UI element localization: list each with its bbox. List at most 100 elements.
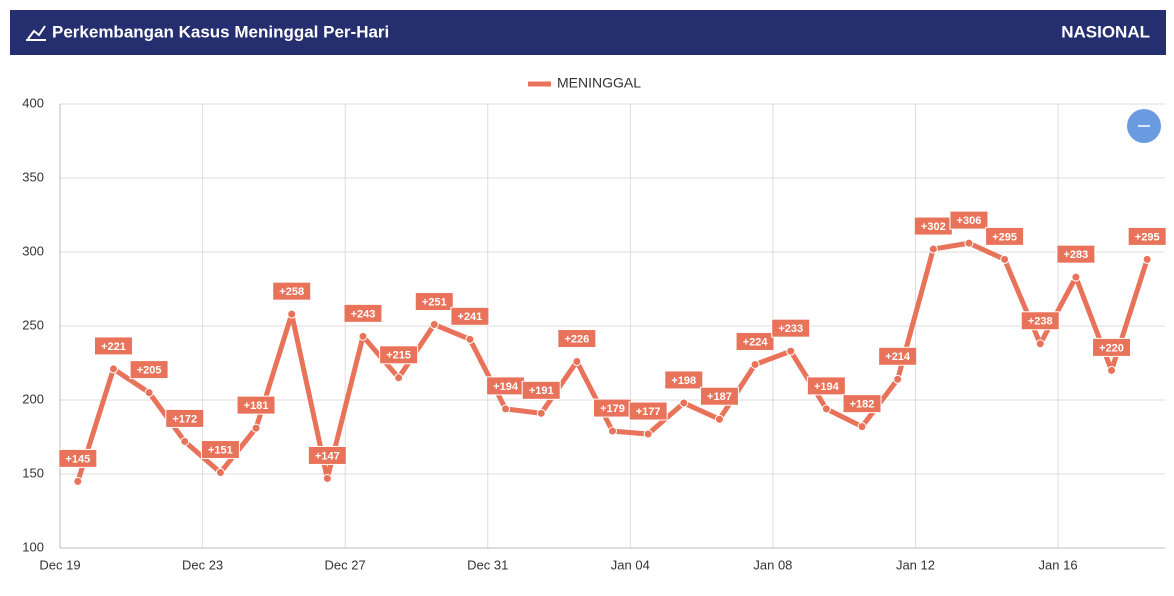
value-label: +224: [743, 336, 769, 348]
x-tick-label: Dec 31: [467, 557, 508, 572]
value-label: +221: [101, 341, 126, 353]
value-label: +205: [137, 365, 162, 377]
y-tick-label: 250: [22, 317, 44, 332]
point: [608, 426, 617, 436]
value-label-box: [628, 401, 668, 421]
value-label: +258: [279, 286, 304, 298]
point: [643, 429, 653, 439]
value-label-box: [806, 376, 846, 396]
value-label: +295: [992, 231, 1017, 243]
value-label-box: [949, 210, 989, 230]
value-label: +177: [636, 406, 661, 418]
value-label: +226: [564, 333, 589, 345]
x-tick-label: Dec 27: [325, 557, 366, 572]
value-label: +187: [707, 391, 732, 403]
point: [964, 238, 974, 248]
x-tick-label: Dec 19: [39, 557, 80, 572]
point: [857, 422, 867, 432]
x-tick-label: Jan 16: [1039, 557, 1078, 572]
point: [73, 476, 83, 486]
value-label-box: [735, 331, 775, 351]
value-label: +194: [493, 381, 519, 393]
point: [786, 346, 796, 356]
value-label-box: [129, 360, 169, 380]
point: [144, 388, 154, 398]
value-label-box: [1020, 311, 1060, 331]
value-label: +181: [244, 400, 269, 412]
point: [928, 244, 938, 254]
value-label: +145: [65, 453, 90, 465]
value-label: +194: [814, 381, 840, 393]
value-label-box: [165, 408, 205, 428]
point: [1035, 339, 1045, 349]
header-title: Perkembangan Kasus Meninggal Per-Hari: [52, 22, 389, 41]
point: [1000, 254, 1010, 264]
value-label-box: [272, 281, 312, 301]
value-label: +179: [600, 403, 625, 415]
point: [465, 334, 475, 344]
legend-label: MENINGGAL: [557, 75, 641, 91]
y-tick-label: 400: [22, 95, 44, 110]
point: [501, 404, 511, 414]
point: [893, 374, 903, 384]
value-label: +238: [1028, 316, 1053, 328]
point: [679, 398, 689, 408]
point: [536, 408, 546, 418]
y-tick-label: 200: [22, 391, 44, 406]
point: [750, 359, 760, 369]
header-bar: [10, 10, 1166, 55]
point: [358, 331, 368, 341]
value-label-box: [842, 394, 882, 414]
value-label: +147: [315, 450, 340, 462]
y-tick-label: 300: [22, 243, 44, 258]
value-label: +191: [529, 385, 554, 397]
value-label-box: [343, 303, 383, 323]
x-tick-label: Jan 12: [896, 557, 935, 572]
point: [108, 364, 118, 374]
y-tick-label: 150: [22, 465, 44, 480]
value-label: +172: [172, 413, 197, 425]
value-label-box: [200, 440, 240, 460]
y-tick-label: 100: [22, 539, 44, 554]
x-tick-label: Dec 23: [182, 557, 223, 572]
value-label: +241: [458, 311, 483, 323]
value-label-box: [58, 448, 98, 468]
point: [429, 320, 439, 330]
value-label: +306: [957, 215, 982, 227]
value-label: +214: [885, 351, 911, 363]
value-label-box: [1092, 337, 1132, 357]
value-label-box: [414, 292, 454, 312]
point: [821, 404, 831, 414]
value-label: +283: [1063, 249, 1088, 261]
point: [572, 357, 582, 367]
value-label-box: [379, 345, 419, 365]
value-label-box: [771, 318, 811, 338]
point: [215, 468, 225, 478]
y-tick-label: 350: [22, 169, 44, 184]
value-label-box: [450, 306, 490, 326]
value-label-box: [878, 346, 918, 366]
point: [394, 373, 404, 383]
point: [322, 473, 332, 483]
x-tick-label: Jan 08: [753, 557, 792, 572]
value-label: +302: [921, 221, 946, 233]
value-label-box: [93, 336, 133, 356]
value-label: +220: [1099, 342, 1124, 354]
point: [251, 423, 261, 433]
value-label: +251: [422, 296, 447, 308]
value-label-box: [1056, 244, 1096, 264]
value-label: +198: [671, 375, 696, 387]
point: [714, 414, 724, 424]
value-label: +151: [208, 444, 233, 456]
point: [287, 309, 297, 319]
value-label: +295: [1135, 231, 1160, 243]
value-label-box: [664, 370, 704, 390]
chart-icon: [27, 25, 46, 40]
point: [1071, 272, 1081, 282]
value-label: +233: [778, 323, 803, 335]
value-label-box: [307, 445, 347, 465]
value-label: +215: [386, 350, 411, 362]
value-label-box: [521, 380, 561, 400]
value-label-box: [1127, 226, 1167, 246]
